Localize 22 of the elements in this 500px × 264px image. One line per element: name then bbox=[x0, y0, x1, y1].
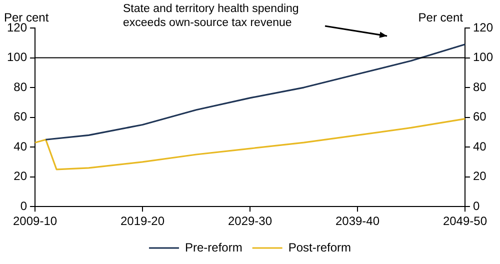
y2-tick-label: 20 bbox=[472, 169, 487, 184]
y-tick-label: 40 bbox=[14, 139, 28, 154]
y2-axis-title: Per cent bbox=[418, 10, 464, 24]
y2-tick-label: 120 bbox=[472, 20, 494, 34]
y-tick-label: 60 bbox=[14, 110, 28, 124]
x-tick-label: 2049-50 bbox=[442, 214, 488, 228]
y-tick-label: 80 bbox=[14, 80, 28, 94]
y2-tick-label: 40 bbox=[472, 139, 487, 154]
legend-label: Post-reform bbox=[288, 240, 352, 254]
x-tick-label: 2009-10 bbox=[13, 214, 58, 228]
y2-tick-label: 0 bbox=[472, 198, 480, 213]
x-tick-label: 2019-20 bbox=[120, 214, 165, 228]
y-tick-label: 20 bbox=[14, 169, 28, 184]
x-tick-label: 2039-40 bbox=[335, 214, 380, 228]
y2-tick-label: 60 bbox=[472, 110, 487, 124]
y-tick-label: 0 bbox=[20, 198, 28, 213]
x-tick-label: 2029-30 bbox=[228, 214, 272, 228]
y-tick-label: 100 bbox=[6, 50, 28, 64]
legend-label: Pre-reform bbox=[184, 240, 242, 254]
y2-tick-label: 80 bbox=[472, 80, 487, 94]
annotation: State and territory health spending exceeds own-source tax revenue bbox=[123, 2, 300, 30]
y2-tick-label: 100 bbox=[472, 50, 494, 64]
